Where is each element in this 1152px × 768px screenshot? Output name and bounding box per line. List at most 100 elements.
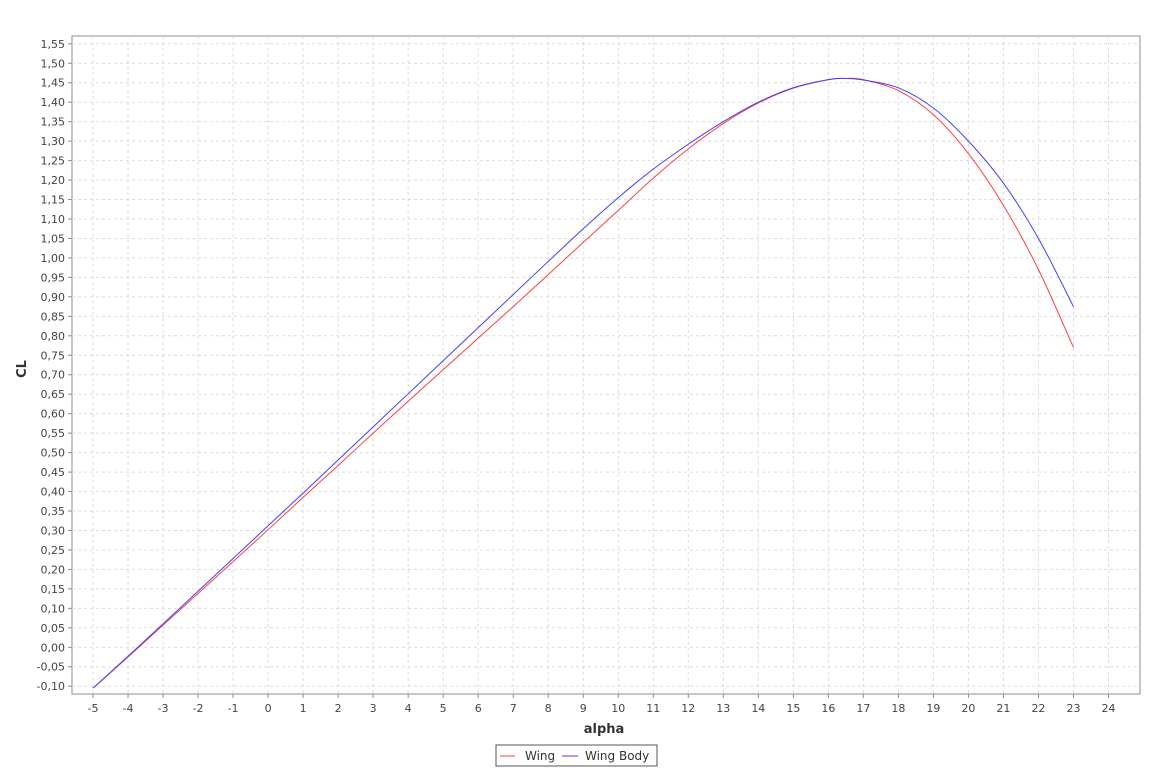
x-tick-label: -3 — [158, 702, 169, 715]
data-point-wing-body — [92, 688, 93, 689]
data-point-wing-body — [338, 459, 339, 460]
data-point-wing — [1073, 347, 1074, 348]
x-tick-label: 9 — [580, 702, 587, 715]
y-tick-label: 1,25 — [41, 155, 66, 168]
x-tick-label: 6 — [475, 702, 482, 715]
data-point-wing — [898, 90, 899, 91]
y-tick-label: 1,10 — [41, 213, 66, 226]
data-point-wing — [1038, 269, 1039, 270]
data-point-wing-body — [898, 87, 899, 88]
data-point-wing-body — [933, 107, 934, 108]
data-point-wing-body — [548, 261, 549, 262]
data-point-wing-body — [197, 591, 198, 592]
x-tick-label: 13 — [716, 702, 730, 715]
data-point-wing-body — [303, 492, 304, 493]
y-tick-label: 1,20 — [41, 174, 66, 187]
data-point-wing-body — [513, 294, 514, 295]
y-tick-label: 1,50 — [41, 57, 66, 70]
data-point-wing-body — [968, 141, 969, 142]
x-tick-label: 10 — [611, 702, 625, 715]
series-line-wing-body — [92, 77, 1074, 689]
data-point-wing — [373, 433, 374, 434]
data-point-wing-body — [618, 197, 619, 198]
x-tick-label: 2 — [335, 702, 342, 715]
y-tick-label: 0,90 — [41, 291, 66, 304]
data-point-wing — [618, 210, 619, 211]
data-point-wing-body — [478, 327, 479, 328]
data-point-wing-body — [583, 228, 584, 229]
data-point-wing — [408, 401, 409, 402]
y-tick-label: 0,10 — [41, 602, 66, 615]
x-tick-label: -4 — [123, 702, 134, 715]
data-point-wing-body — [232, 558, 233, 559]
y-tick-label: 1,05 — [41, 232, 66, 245]
data-point-wing-body — [162, 623, 163, 624]
y-tick-label: 0,30 — [41, 524, 66, 537]
plot-background — [71, 35, 1141, 695]
data-point-wing-body — [443, 360, 444, 361]
x-tick-label: 19 — [926, 702, 940, 715]
data-point-wing-body — [653, 169, 654, 170]
x-tick-label: 3 — [370, 702, 377, 715]
data-point-wing — [653, 178, 654, 179]
legend: Wing Wing Body — [495, 744, 658, 767]
y-tick-label: 1,40 — [41, 96, 66, 109]
x-tick-label: 1 — [300, 702, 307, 715]
y-tick-label: 0,00 — [41, 641, 66, 654]
y-tick-label: 0,75 — [41, 349, 66, 362]
data-point-wing — [303, 497, 304, 498]
x-tick-label: 7 — [510, 702, 517, 715]
data-point-wing — [232, 561, 233, 562]
data-point-wing-body — [1038, 238, 1039, 239]
y-tick-label: 0,05 — [41, 622, 66, 635]
data-point-wing-body — [1073, 306, 1074, 307]
data-point-wing — [338, 465, 339, 466]
y-tick-label: 0,40 — [41, 486, 66, 499]
x-tick-label: -1 — [228, 702, 239, 715]
y-tick-label: 0,55 — [41, 427, 66, 440]
y-tick-label: 0,70 — [41, 369, 66, 382]
y-tick-label: -0,05 — [37, 661, 65, 674]
legend-label-wing-body: Wing Body — [585, 749, 649, 763]
y-tick-label: 1,30 — [41, 135, 66, 148]
data-point-wing — [478, 338, 479, 339]
x-tick-label: 5 — [440, 702, 447, 715]
y-tick-label: 0,85 — [41, 310, 66, 323]
data-point-wing-body — [267, 525, 268, 526]
x-tick-label: 18 — [891, 702, 905, 715]
x-tick-label: 8 — [545, 702, 552, 715]
x-tick-label: 4 — [405, 702, 412, 715]
data-point-wing-body — [863, 79, 864, 80]
y-tick-label: 1,45 — [41, 77, 66, 90]
x-tick-label: 16 — [821, 702, 835, 715]
y-tick-label: 1,35 — [41, 116, 66, 129]
data-point-wing-body — [127, 656, 128, 657]
y-tick-label: 0,65 — [41, 388, 66, 401]
data-point-wing — [513, 306, 514, 307]
y-tick-label: -0,10 — [37, 680, 65, 693]
x-tick-label: 23 — [1066, 702, 1080, 715]
x-tick-label: 15 — [786, 702, 800, 715]
y-tick-label: 0,20 — [41, 563, 66, 576]
x-tick-label: 0 — [265, 702, 272, 715]
y-tick-label: 1,55 — [41, 38, 66, 51]
series-layer — [92, 77, 1074, 689]
data-point-wing — [197, 593, 198, 594]
data-point-wing-body — [688, 144, 689, 145]
x-axis-label: alpha — [584, 722, 625, 737]
y-tick-label: 0,45 — [41, 466, 66, 479]
y-tick-label: 0,95 — [41, 271, 66, 284]
y-tick-label: 1,15 — [41, 194, 66, 207]
x-tick-label: 11 — [646, 702, 660, 715]
data-point-wing — [267, 529, 268, 530]
legend-label-wing: Wing — [525, 749, 555, 763]
data-point-wing — [688, 148, 689, 149]
y-tick-label: 0,35 — [41, 505, 66, 518]
data-point-wing-body — [845, 78, 846, 79]
data-point-wing — [933, 114, 934, 115]
x-tick-label: 20 — [961, 702, 975, 715]
y-tick-label: 0,15 — [41, 583, 66, 596]
data-point-wing-body — [723, 121, 724, 122]
